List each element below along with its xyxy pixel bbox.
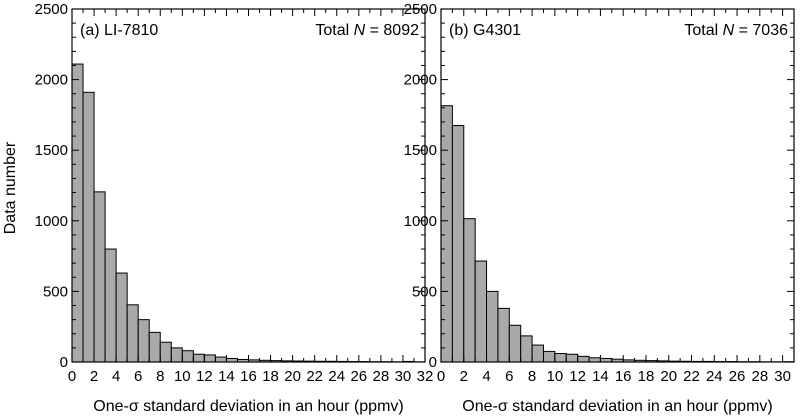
histogram-bar [214, 356, 227, 363]
x-tick-label: 24 [706, 368, 723, 385]
histogram-bar [508, 324, 522, 363]
histogram-bar [542, 350, 556, 363]
histogram-bar [203, 354, 216, 363]
x-tick-label: 30 [395, 368, 412, 385]
histogram-bar [181, 350, 194, 363]
x-tick-label: 16 [240, 368, 257, 385]
histogram-bar [148, 331, 161, 363]
x-tick-label: 0 [437, 368, 445, 385]
x-axis-label: One-σ standard deviation in an hour (ppm… [462, 398, 772, 415]
x-tick-label: 4 [112, 368, 120, 385]
x-tick-label: 10 [547, 368, 564, 385]
y-tick-label: 2000 [35, 72, 68, 89]
histogram-bar [93, 191, 106, 363]
panel-label: (a) LI-7810 [80, 22, 158, 39]
histogram-bar [126, 304, 139, 363]
x-tick-label: 0 [68, 368, 76, 385]
x-tick-label: 26 [729, 368, 746, 385]
panel-label: (b) G4301 [449, 22, 521, 39]
x-tick-label: 24 [328, 368, 345, 385]
x-tick-label: 20 [284, 368, 301, 385]
x-tick-label: 12 [569, 368, 586, 385]
histogram-bar [104, 248, 117, 363]
x-tick-label: 18 [638, 368, 655, 385]
y-tick-label: 1000 [404, 213, 437, 230]
x-tick-label: 30 [774, 368, 791, 385]
histogram-bar [463, 218, 476, 363]
x-tick-label: 8 [156, 368, 164, 385]
x-tick-label: 14 [218, 368, 235, 385]
y-tick-label: 1000 [35, 213, 68, 230]
histogram-bar [588, 357, 601, 363]
x-tick-label: 10 [174, 368, 191, 385]
x-tick-label: 14 [592, 368, 609, 385]
x-axis-label: One-σ standard deviation in an hour (ppm… [93, 398, 403, 415]
x-tick-label: 22 [306, 368, 323, 385]
x-tick-label: 18 [262, 368, 279, 385]
y-tick-label: 0 [429, 354, 437, 371]
x-tick-label: 32 [417, 368, 434, 385]
y-tick-label: 500 [43, 283, 68, 300]
histogram-bar [486, 290, 499, 363]
histogram-bar [137, 319, 150, 363]
x-tick-label: 12 [196, 368, 213, 385]
y-tick-label: 2500 [35, 1, 68, 18]
y-tick-label: 2000 [404, 72, 437, 89]
histogram-bar [474, 260, 488, 363]
histogram-bar [115, 272, 128, 363]
histogram-bar [451, 124, 465, 363]
x-tick-label: 28 [751, 368, 768, 385]
histogram-bar [497, 307, 510, 363]
panel-b-g4301: 0 2 4 6 8 10 12 14 16 18 20 22 24 26 28 300500100015002… [404, 1, 795, 415]
histogram-bar [159, 341, 172, 363]
histogram-bar [82, 91, 95, 363]
x-tick-label: 26 [350, 368, 367, 385]
y-tick-label: 1500 [35, 142, 68, 159]
histogram-bar [554, 353, 567, 363]
histogram-bar [71, 63, 84, 363]
histogram-bar [577, 355, 590, 363]
x-tick-label: 20 [660, 368, 677, 385]
panel-a-li7810: 0 2 4 6 8 10 12 14 16 18 20 22 24 26 28 30 3205001000150… [35, 1, 434, 415]
histogram-bar [520, 335, 533, 363]
y-tick-label: 1500 [404, 142, 437, 159]
x-tick-label: 4 [482, 368, 490, 385]
x-tick-label: 6 [134, 368, 142, 385]
total-count-label: Total N = 7036 [684, 22, 788, 39]
y-tick-label: 0 [60, 354, 68, 371]
x-tick-label: 2 [90, 368, 98, 385]
histogram-bar [170, 347, 183, 363]
y-tick-label: 2500 [404, 1, 437, 18]
x-tick-label: 22 [683, 368, 700, 385]
x-tick-label: 28 [373, 368, 390, 385]
x-tick-label: 8 [528, 368, 536, 385]
x-tick-label: 6 [505, 368, 513, 385]
x-tick-label: 2 [460, 368, 468, 385]
histogram-bar [531, 344, 544, 363]
x-tick-label: 16 [615, 368, 632, 385]
total-count-label: Total N = 8092 [315, 22, 419, 39]
y-tick-label: 500 [412, 283, 437, 300]
histogram-bar [565, 353, 579, 363]
plot-frame [440, 8, 795, 363]
histogram-bar [192, 353, 205, 363]
histogram-bar [440, 105, 453, 363]
y-axis-label: Data number [2, 141, 19, 234]
